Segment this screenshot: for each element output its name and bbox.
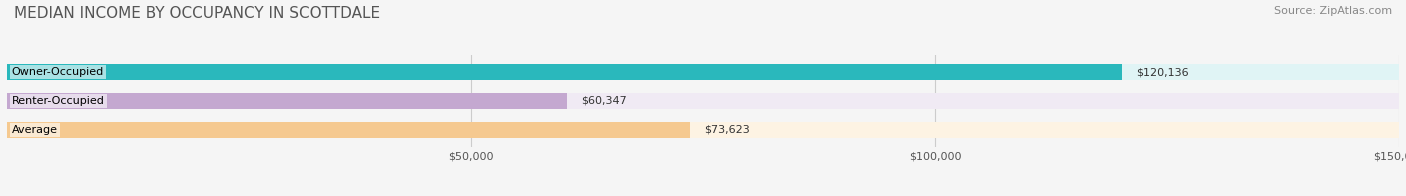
Bar <box>7 93 567 109</box>
Bar <box>7 64 1399 80</box>
Text: Source: ZipAtlas.com: Source: ZipAtlas.com <box>1274 6 1392 16</box>
Text: MEDIAN INCOME BY OCCUPANCY IN SCOTTDALE: MEDIAN INCOME BY OCCUPANCY IN SCOTTDALE <box>14 6 380 21</box>
Bar <box>7 64 1122 80</box>
Text: $60,347: $60,347 <box>581 96 627 106</box>
Text: $120,136: $120,136 <box>1136 67 1188 77</box>
Text: Owner-Occupied: Owner-Occupied <box>11 67 104 77</box>
Text: Average: Average <box>11 125 58 135</box>
Bar <box>7 122 1399 138</box>
Text: $73,623: $73,623 <box>704 125 749 135</box>
Bar <box>7 93 1399 109</box>
Text: Renter-Occupied: Renter-Occupied <box>11 96 104 106</box>
Bar <box>7 122 690 138</box>
